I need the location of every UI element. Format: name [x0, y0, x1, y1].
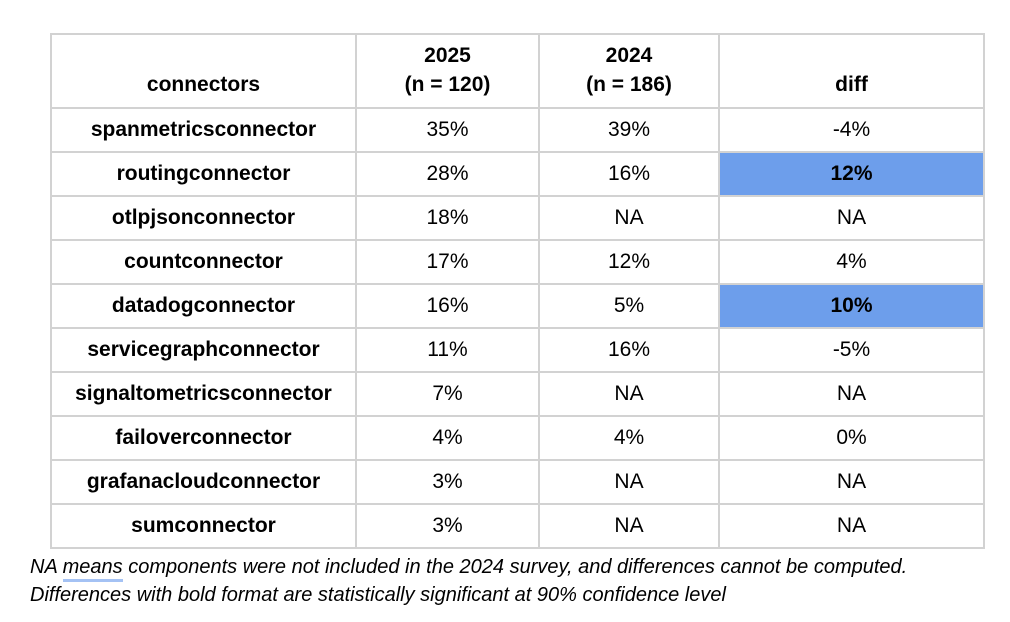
connector-name: sumconnector [50, 503, 357, 549]
connector-name: spanmetricsconnector [50, 107, 357, 153]
value-2025: 35% [355, 107, 540, 153]
value-2025: 3% [355, 503, 540, 549]
diff-cell: 4% [718, 239, 985, 285]
value-2025: 3% [355, 459, 540, 505]
diff-cell: NA [718, 195, 985, 241]
value-2024: NA [538, 459, 720, 505]
connector-name: grafanacloudconnector [50, 459, 357, 505]
table-row: routingconnector 28% 16% 12% [50, 151, 985, 197]
connector-name: otlpjsonconnector [50, 195, 357, 241]
diff-cell: NA [718, 371, 985, 417]
value-2024: NA [538, 503, 720, 549]
value-2025: 28% [355, 151, 540, 197]
col-header-2025: 2025 (n = 120) [355, 33, 540, 109]
diff-cell: -4% [718, 107, 985, 153]
diff-cell: 12% [718, 151, 985, 197]
footnote-underlined-word: means [62, 556, 123, 582]
value-2025: 11% [355, 327, 540, 373]
value-2024: NA [538, 371, 720, 417]
col-header-2024: 2024 (n = 186) [538, 33, 720, 109]
col-header-2025-year: 2025 [424, 44, 471, 67]
connector-name: signaltometricsconnector [50, 371, 357, 417]
table-row: datadogconnector 16% 5% 10% [50, 283, 985, 329]
footnote-line-2: Differences with bold format are statist… [30, 584, 726, 606]
value-2025: 7% [355, 371, 540, 417]
diff-cell: -5% [718, 327, 985, 373]
value-2025: 17% [355, 239, 540, 285]
value-2024: 16% [538, 327, 720, 373]
diff-cell: 10% [718, 283, 985, 329]
value-2025: 18% [355, 195, 540, 241]
footnote: NA means components were not included in… [30, 553, 995, 609]
table-row: sumconnector 3% NA NA [50, 503, 985, 549]
connector-name: failoverconnector [50, 415, 357, 461]
table-row: spanmetricsconnector 35% 39% -4% [50, 107, 985, 153]
connector-name: countconnector [50, 239, 357, 285]
diff-cell: NA [718, 503, 985, 549]
footnote-na-prefix: NA [30, 556, 63, 578]
diff-cell: NA [718, 459, 985, 505]
col-header-2024-year: 2024 [605, 44, 653, 67]
value-2024: 5% [538, 283, 720, 329]
value-2024: 12% [538, 239, 720, 285]
value-2025: 4% [355, 415, 540, 461]
table-row: countconnector 17% 12% 4% [50, 239, 985, 285]
header-row: connectors 2025 (n = 120) 2024 (n = 186)… [50, 33, 985, 109]
value-2024: NA [538, 195, 720, 241]
footnote-line-1-rest: components were not included in the 2024… [122, 556, 908, 578]
connector-survey-table: connectors 2025 (n = 120) 2024 (n = 186)… [50, 33, 985, 549]
value-2024: 16% [538, 151, 720, 197]
table-row: otlpjsonconnector 18% NA NA [50, 195, 985, 241]
connector-name: servicegraphconnector [50, 327, 357, 373]
diff-cell: 0% [718, 415, 985, 461]
table-row: servicegraphconnector 11% 16% -5% [50, 327, 985, 373]
col-header-connectors: connectors [50, 33, 357, 109]
value-2024: 4% [538, 415, 720, 461]
value-2024: 39% [538, 107, 720, 153]
table-row: grafanacloudconnector 3% NA NA [50, 459, 985, 505]
table-row: failoverconnector 4% 4% 0% [50, 415, 985, 461]
connector-name: datadogconnector [50, 283, 357, 329]
footnote-line-1: NA means components were not included in… [30, 553, 995, 582]
col-header-2025-n: (n = 120) [404, 73, 491, 96]
value-2025: 16% [355, 283, 540, 329]
col-header-diff: diff [718, 33, 985, 109]
connector-name: routingconnector [50, 151, 357, 197]
table-row: signaltometricsconnector 7% NA NA [50, 371, 985, 417]
col-header-2024-n: (n = 186) [586, 73, 672, 96]
